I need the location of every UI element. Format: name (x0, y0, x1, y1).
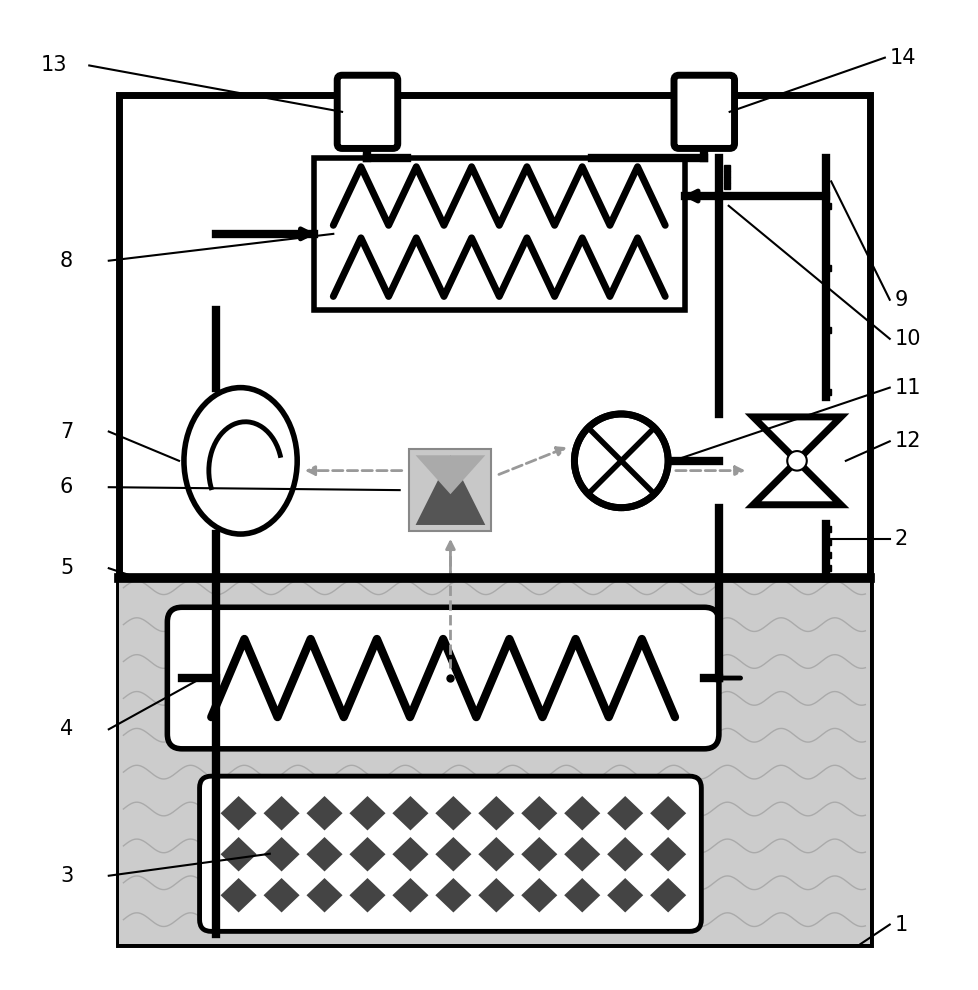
Polygon shape (478, 837, 513, 871)
Polygon shape (563, 796, 600, 831)
Text: 6: 6 (60, 477, 73, 497)
FancyBboxPatch shape (673, 75, 734, 148)
Polygon shape (478, 878, 513, 913)
Polygon shape (220, 878, 256, 913)
Text: 9: 9 (894, 290, 907, 310)
Polygon shape (349, 796, 385, 831)
Bar (118, 95, 869, 944)
Polygon shape (606, 878, 643, 913)
Polygon shape (263, 796, 299, 831)
Polygon shape (306, 796, 342, 831)
Text: 4: 4 (60, 720, 73, 740)
Text: 14: 14 (889, 48, 915, 67)
Polygon shape (435, 796, 471, 831)
Polygon shape (649, 878, 686, 913)
Bar (118, 578, 869, 944)
Polygon shape (349, 878, 385, 913)
Text: 11: 11 (894, 377, 920, 398)
Polygon shape (563, 878, 600, 913)
Polygon shape (349, 837, 385, 871)
Polygon shape (649, 796, 686, 831)
Text: 8: 8 (60, 250, 73, 270)
Circle shape (574, 414, 667, 508)
Text: 5: 5 (60, 558, 73, 578)
Text: 1: 1 (894, 915, 907, 935)
Text: 3: 3 (60, 865, 73, 886)
Text: 2: 2 (894, 529, 907, 548)
Polygon shape (416, 455, 485, 525)
Polygon shape (752, 417, 840, 460)
Polygon shape (649, 837, 686, 871)
Polygon shape (435, 837, 471, 871)
Polygon shape (416, 455, 485, 494)
Polygon shape (520, 796, 556, 831)
Polygon shape (220, 796, 256, 831)
Polygon shape (435, 878, 471, 913)
Polygon shape (478, 796, 513, 831)
FancyBboxPatch shape (336, 75, 397, 148)
Polygon shape (392, 837, 428, 871)
Bar (314, 158, 684, 310)
Text: 13: 13 (40, 55, 67, 75)
Circle shape (786, 451, 806, 470)
Polygon shape (306, 878, 342, 913)
Polygon shape (306, 837, 342, 871)
Bar (409, 449, 491, 531)
Polygon shape (606, 796, 643, 831)
FancyBboxPatch shape (200, 776, 700, 932)
Polygon shape (392, 796, 428, 831)
FancyBboxPatch shape (167, 607, 718, 748)
Polygon shape (220, 837, 256, 871)
Polygon shape (392, 878, 428, 913)
Polygon shape (563, 837, 600, 871)
Polygon shape (520, 837, 556, 871)
Text: 12: 12 (894, 432, 920, 451)
Polygon shape (263, 878, 299, 913)
Text: 10: 10 (894, 329, 920, 348)
Polygon shape (606, 837, 643, 871)
Polygon shape (752, 460, 840, 505)
Polygon shape (520, 878, 556, 913)
Ellipse shape (184, 388, 297, 534)
Polygon shape (263, 837, 299, 871)
Text: 7: 7 (60, 422, 73, 442)
